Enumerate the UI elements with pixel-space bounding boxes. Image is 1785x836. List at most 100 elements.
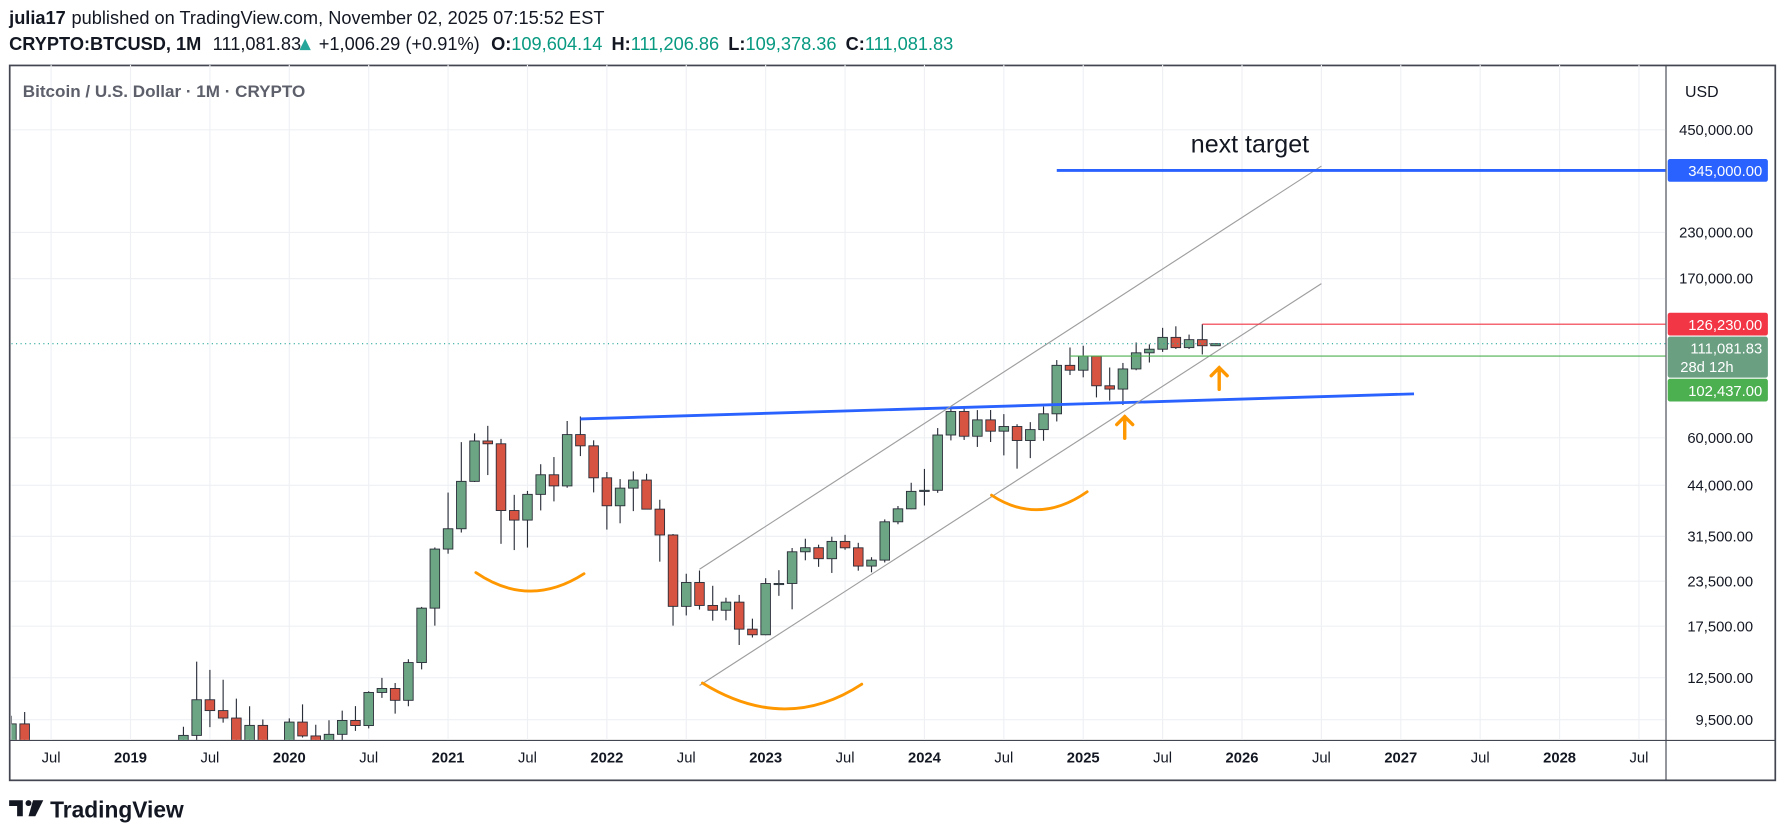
x-tick-label: Jul (1153, 751, 1172, 767)
candle-body (469, 440, 480, 482)
candle-body (681, 582, 692, 607)
candle-body (1130, 352, 1142, 370)
candle-body (244, 724, 255, 740)
candle-body (204, 699, 216, 712)
axes: 450,000.00 230,000.00 170,000.00 60,000.00 4… (42, 123, 1768, 767)
candle-body (1011, 426, 1023, 441)
candle-body (1144, 348, 1155, 354)
candle-body (376, 687, 388, 693)
candle-body (866, 559, 877, 567)
x-tick-label: Jul (677, 751, 696, 767)
ohlc-value: 109,378.36 (745, 34, 836, 54)
trend-line (699, 283, 1322, 686)
candle-body (522, 493, 533, 521)
y-tick-label: 17,500.00 (1687, 619, 1753, 635)
candle-body (1025, 429, 1036, 441)
ohlc-value: 111,081.83 (865, 34, 953, 54)
candle-body (1117, 368, 1129, 390)
candle-body (905, 490, 917, 510)
candle-body (1183, 339, 1195, 349)
candle-body (614, 487, 626, 507)
logo-mark (9, 800, 23, 817)
candle-body (773, 583, 785, 586)
candle-body (1091, 355, 1102, 387)
x-tick-label: 2024 (908, 751, 942, 767)
candle-body (495, 443, 507, 511)
candle-body (442, 528, 454, 550)
candle-body (1210, 343, 1221, 347)
ohlc-label: L: (728, 34, 745, 54)
price-label-box (1667, 159, 1768, 182)
currency: USD (1685, 84, 1719, 101)
x-tick-label: Jul (836, 751, 855, 767)
logo-mark (28, 800, 44, 817)
candle-body (654, 508, 666, 536)
logo-mark (25, 800, 32, 807)
x-tick-label: 2020 (273, 751, 306, 767)
candle-body (1038, 413, 1049, 431)
y-tick-label: 31,500.00 (1687, 529, 1753, 545)
candle-body (336, 719, 348, 735)
x-tick-label: 2028 (1543, 751, 1576, 767)
candle-body (826, 540, 838, 560)
ohlc-label: H: (612, 34, 631, 54)
price-label: 102,437.00 (1688, 384, 1762, 400)
price-label: 111,081.83 (1690, 342, 1762, 358)
candle-body (535, 474, 546, 495)
ohlc-value: 109,604.14 (511, 34, 602, 54)
x-tick-label: Jul (1471, 751, 1490, 767)
candle-body (548, 474, 560, 487)
candle-body (482, 440, 494, 445)
candle-body (456, 480, 467, 530)
candle-body (1104, 385, 1115, 390)
candle-body (786, 551, 798, 584)
candle-body (403, 662, 414, 701)
candle-body (972, 419, 983, 437)
price-label-box (1667, 378, 1768, 402)
candle-body (879, 521, 890, 561)
logo: TradingView (9, 796, 184, 822)
x-tick-label: Jul (359, 751, 378, 767)
candle-body (1157, 336, 1168, 350)
candle-body (760, 583, 771, 636)
x-tick-label: 2021 (432, 751, 465, 767)
candle-body (747, 628, 758, 636)
x-tick-label: 2019 (114, 751, 147, 767)
candle-body (733, 601, 745, 630)
author: julia17 (8, 8, 66, 28)
header-line-1: julia17 published on TradingView.com, Nov… (8, 8, 604, 28)
y-tick-label: 44,000.00 (1687, 478, 1753, 494)
candle-body (601, 477, 613, 507)
chart-title: Bitcoin / U.S. Dollar · 1M · CRYPTO (23, 82, 306, 101)
drawings (474, 365, 1229, 711)
chart-frame (8, 64, 1777, 782)
x-tick-label: Jul (994, 751, 1013, 767)
candle-body (350, 719, 361, 727)
price-label-box (1667, 336, 1768, 378)
y-tick-label: 450,000.00 (1679, 123, 1753, 139)
candle-body (985, 419, 996, 432)
candle-body (1197, 339, 1208, 347)
annotation: next target (1191, 131, 1309, 159)
candle-body (231, 717, 242, 740)
candle-body (19, 723, 30, 740)
y-tick-label: 170,000.00 (1679, 272, 1753, 288)
candle-body (707, 604, 718, 611)
candle-body (800, 547, 811, 553)
y-tick-label: 23,500.00 (1687, 574, 1753, 590)
candle-body (575, 434, 586, 447)
candle-body (932, 434, 943, 491)
curve (474, 571, 586, 593)
x-tick-label: 2026 (1226, 751, 1259, 767)
x-tick-label: Jul (1630, 751, 1649, 767)
candle-body (694, 582, 705, 606)
candle-body (178, 734, 189, 740)
x-tick-label: 2022 (590, 751, 623, 767)
candle-body (310, 735, 321, 740)
candle-body (892, 508, 904, 523)
y-tick-label: 12,500.00 (1687, 671, 1753, 687)
candle-body (720, 601, 732, 611)
